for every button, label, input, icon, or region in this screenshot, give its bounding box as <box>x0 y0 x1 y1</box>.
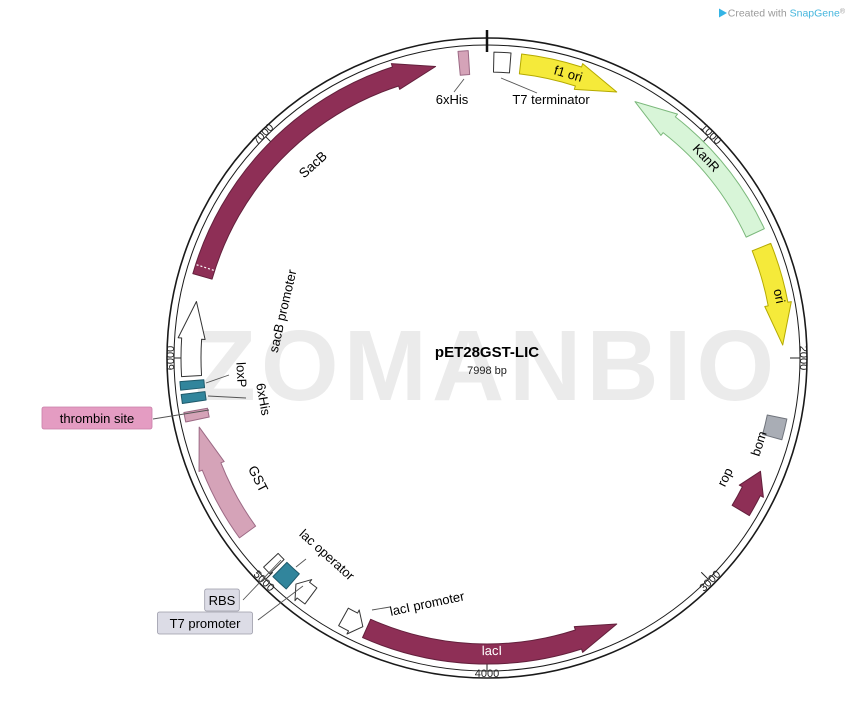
credit-prefix: Created with <box>728 8 790 20</box>
feature-label-loxp: loxP <box>233 362 249 388</box>
leader-t7-promoter <box>257 585 304 621</box>
label-box-t7-promoter <box>157 611 253 635</box>
feature-divider-sacb <box>196 264 214 271</box>
feature-label-t7-promoter: T7 promoter <box>170 616 241 631</box>
feature-laci-promoter <box>338 607 364 635</box>
feature-label-bom: bom <box>748 429 770 458</box>
feature-sacb-promoter <box>177 301 206 378</box>
feature-label-his6-top: 6xHis <box>436 92 469 107</box>
feature-laci <box>362 618 618 665</box>
label-box-thrombin-site <box>41 406 153 430</box>
feature-his6-cds <box>180 391 207 405</box>
credit-text: Created with SnapGene® <box>728 8 846 20</box>
leader-his6-cds <box>207 395 247 399</box>
feature-label-t7-terminator: T7 terminator <box>512 92 590 107</box>
feature-label-rop: rop <box>714 465 736 488</box>
feature-gst <box>198 426 257 539</box>
leader-thrombin-site <box>152 409 210 420</box>
feature-bom <box>762 414 788 441</box>
credit: Created with SnapGene® <box>719 8 846 20</box>
label-box-rbs <box>204 588 240 612</box>
feature-f1-ori <box>518 53 618 93</box>
feature-loxp <box>179 379 206 391</box>
leader-lac-operator <box>295 558 307 568</box>
tick-label-4000: 4000 <box>475 668 499 680</box>
feature-label-gst: GST <box>245 463 271 495</box>
feature-t7-terminator <box>492 51 512 74</box>
feature-ori <box>751 242 792 346</box>
leader-rbs <box>242 559 282 601</box>
credit-brand: SnapGene <box>790 8 840 20</box>
snapgene-logo-icon <box>719 8 727 18</box>
leader-laci-promoter <box>371 606 391 611</box>
feature-label-rbs: RBS <box>209 593 236 608</box>
tick-label-6000: 6000 <box>165 346 177 370</box>
feature-label-ori: ori <box>771 287 789 304</box>
tick-3000 <box>700 571 709 580</box>
feature-thrombin-site <box>183 407 210 423</box>
leader-his6-top <box>453 78 465 93</box>
feature-label-sacb: SacB <box>296 148 330 181</box>
feature-label-laci: lacI <box>482 643 502 658</box>
feature-rbs <box>263 552 285 575</box>
plasmid-size: 7998 bp <box>467 365 507 377</box>
feature-sacb <box>192 63 437 280</box>
feature-his6-top <box>457 50 471 76</box>
features-layer <box>177 50 792 665</box>
feature-label-laci-promoter: lacI promoter <box>388 588 466 619</box>
leader-t7-terminator <box>500 77 538 94</box>
leader-loxp <box>205 374 230 384</box>
plasmid-name: pET28GST-LIC <box>435 344 539 361</box>
tick-5000 <box>265 571 274 580</box>
feature-t7-promoter <box>294 579 318 605</box>
feature-label-lac-operator: lac operator <box>296 526 358 584</box>
feature-label-thrombin-site: thrombin site <box>60 411 134 426</box>
watermark-text: ZOMANBIO <box>195 310 779 422</box>
feature-rop <box>731 470 764 517</box>
feature-kanr <box>634 101 765 238</box>
tick-label-2000: 2000 <box>797 346 809 370</box>
credit-registered: ® <box>840 8 846 16</box>
feature-lac-operator <box>272 561 300 590</box>
feature-label-his6-cds: 6xHis <box>253 382 274 417</box>
